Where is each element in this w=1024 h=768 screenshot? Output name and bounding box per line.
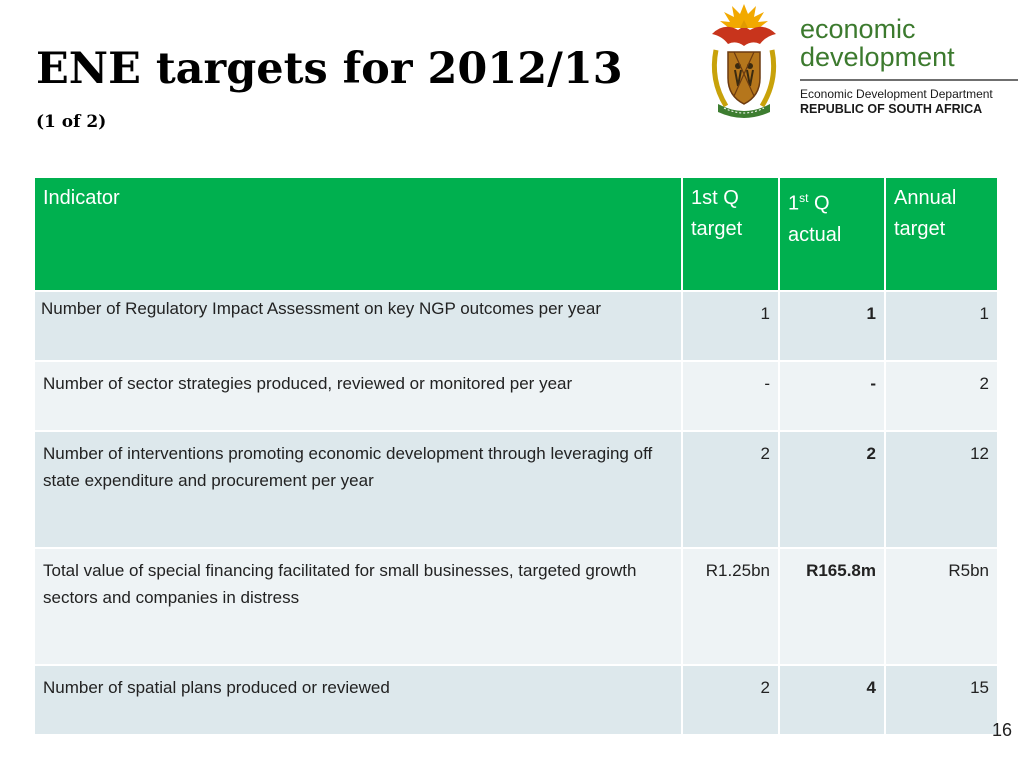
table-row: Number of spatial plans produced or revi… <box>33 664 999 736</box>
header-q1-target-line1: 1st Q <box>691 187 739 209</box>
q1-actual-cell: 4 <box>778 664 886 736</box>
q1-target-cell: - <box>681 360 780 432</box>
coat-of-arms-icon <box>711 4 777 118</box>
indicator-cell: Number of spatial plans produced or revi… <box>33 664 683 736</box>
annual-target-cell: 15 <box>884 664 999 736</box>
department-logo: economic development Economic Developmen… <box>700 0 1024 125</box>
logo-text-economic: economic <box>800 14 916 44</box>
header-q1-actual: 1st Q actual <box>778 176 886 292</box>
slide-title: ENE targets for 2012/13 <box>36 44 623 94</box>
header-indicator: Indicator <box>33 176 683 292</box>
header-indicator-label: Indicator <box>43 187 120 209</box>
q1-target-cell: R1.25bn <box>681 547 780 666</box>
slide-subtitle: (1 of 2) <box>36 112 107 132</box>
table-row: Total value of special financing facilit… <box>33 547 999 666</box>
header-q1-target: 1st Q target <box>681 176 780 292</box>
annual-target-cell: 12 <box>884 430 999 549</box>
header-annual-target: Annual target <box>884 176 999 292</box>
annual-target-cell: 2 <box>884 360 999 432</box>
table-row: Number of Regulatory Impact Assessment o… <box>33 290 999 362</box>
logo-divider <box>800 79 1018 81</box>
header-annual-line1: Annual <box>894 187 957 209</box>
header-q1-actual-line2: actual <box>788 223 842 246</box>
q1-actual-cell: 2 <box>778 430 886 549</box>
header-annual-line2: target <box>894 218 946 240</box>
q1-actual-cell: 1 <box>778 290 886 362</box>
table-row: Number of sector strategies produced, re… <box>33 360 999 432</box>
header-q1-target-line2: target <box>691 218 743 240</box>
indicator-cell: Number of interventions promoting econom… <box>33 430 683 549</box>
page-number: 16 <box>991 720 1012 740</box>
q1-target-cell: 1 <box>681 290 780 362</box>
logo-country-name: REPUBLIC OF SOUTH AFRICA <box>800 102 983 116</box>
indicator-cell: Total value of special financing facilit… <box>33 547 683 666</box>
indicator-cell: Number of sector strategies produced, re… <box>33 360 683 432</box>
table-header-row: Indicator 1st Q target 1st Q actual Annu… <box>33 176 999 292</box>
header-q1-actual-sup: st <box>799 191 809 205</box>
header-q1-actual-rest: Q <box>808 192 830 215</box>
annual-target-cell: 1 <box>884 290 999 362</box>
q1-target-cell: 2 <box>681 430 780 549</box>
q1-actual-cell: - <box>778 360 886 432</box>
q1-target-cell: 2 <box>681 664 780 736</box>
logo-department-name: Economic Development Department <box>800 87 993 101</box>
table-row: Number of interventions promoting econom… <box>33 430 999 549</box>
indicator-cell: Number of Regulatory Impact Assessment o… <box>33 290 683 362</box>
header-q1-actual-base: 1 <box>788 192 800 215</box>
targets-table: Indicator 1st Q target 1st Q actual Annu… <box>33 176 999 736</box>
q1-actual-cell: R165.8m <box>778 547 886 666</box>
annual-target-cell: R5bn <box>884 547 999 666</box>
logo-text-development: development <box>800 42 955 72</box>
